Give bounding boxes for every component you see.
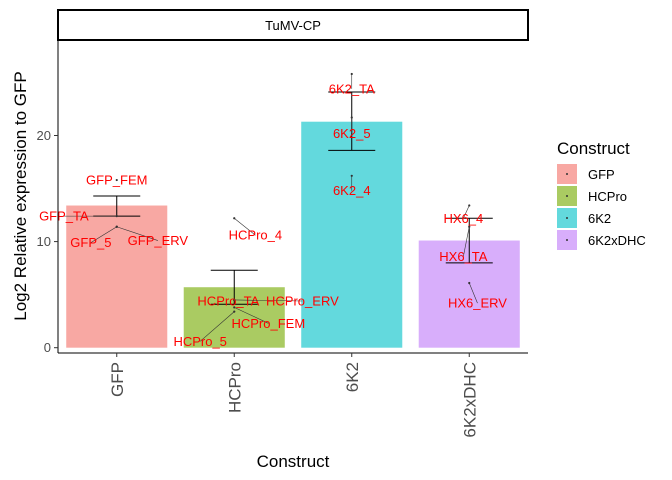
point-label: HCPro_TA bbox=[197, 294, 259, 309]
x-tick-label: HCPro bbox=[225, 362, 244, 413]
y-ticks: 0 10 20 bbox=[37, 128, 58, 355]
legend-item: 6K2xDHC bbox=[557, 230, 646, 250]
y-axis-title: Log2 Relative expression to GFP bbox=[11, 71, 30, 320]
bars-layer bbox=[66, 121, 520, 348]
legend-label: 6K2xDHC bbox=[588, 233, 646, 248]
legend-label: HCPro bbox=[588, 189, 627, 204]
point-labels-layer: GFP_FEM GFP_TA GFP_5 GFP_ERV HCPro_4 HCPro_TA… bbox=[39, 73, 507, 349]
label-leader bbox=[463, 205, 470, 219]
point-label: HCPro_4 bbox=[229, 228, 282, 243]
point-label: GFP_ERV bbox=[128, 233, 189, 248]
label-leader bbox=[234, 299, 303, 302]
data-point bbox=[350, 174, 353, 177]
legend-point bbox=[566, 239, 568, 241]
bar-6k2 bbox=[301, 121, 403, 348]
bar-gfp bbox=[66, 205, 168, 348]
label-leader bbox=[234, 307, 269, 324]
point-label: 6K2_4 bbox=[333, 183, 371, 198]
x-tick-label: 6K2xDHC bbox=[460, 362, 479, 438]
y-tick-label: 0 bbox=[44, 340, 51, 355]
point-label: HX6_4 bbox=[444, 211, 484, 226]
label-leader bbox=[234, 218, 256, 236]
points-layer bbox=[115, 72, 471, 313]
point-label: HCPro_ERV bbox=[266, 294, 339, 309]
y-tick-label: 10 bbox=[37, 234, 51, 249]
legend-label: GFP bbox=[588, 167, 615, 182]
y-tick-label: 20 bbox=[37, 128, 51, 143]
point-label: HCPro_FEM bbox=[231, 316, 305, 331]
point-label: 6K2_TA bbox=[329, 81, 375, 96]
point-label: 6K2_5 bbox=[333, 126, 371, 141]
legend-items: GFP HCPro 6K2 6K2xDHC bbox=[557, 164, 646, 250]
x-tick-label: 6K2 bbox=[343, 362, 362, 392]
x-ticks: GFP HCPro 6K2 6K2xDHC bbox=[108, 353, 479, 438]
label-leader bbox=[116, 226, 158, 241]
error-bar-hcpro bbox=[210, 269, 258, 305]
label-leader bbox=[468, 282, 478, 304]
label-leader bbox=[463, 226, 470, 257]
label-leader bbox=[90, 226, 117, 243]
data-point bbox=[115, 178, 118, 182]
point-label: GFP_TA bbox=[39, 209, 89, 224]
facet-strip bbox=[57, 9, 529, 41]
x-axis-title: Construct bbox=[257, 452, 330, 471]
facet-title: TuMV-CP bbox=[265, 18, 321, 33]
point-label: GFP_5 bbox=[70, 235, 111, 250]
point-label: GFP_FEM bbox=[86, 173, 147, 188]
legend-point bbox=[566, 195, 568, 197]
legend: Construct GFP HCPro 6K2 6K2xDHC bbox=[557, 139, 646, 250]
legend-point bbox=[566, 217, 568, 219]
legend-point bbox=[566, 173, 568, 175]
legend-title: Construct bbox=[557, 139, 630, 158]
legend-item: 6K2 bbox=[557, 208, 611, 228]
x-tick-label: GFP bbox=[108, 362, 127, 397]
legend-item: GFP bbox=[557, 164, 615, 184]
label-leader bbox=[199, 311, 235, 342]
legend-item: HCPro bbox=[557, 186, 627, 206]
point-label: HX6_TA bbox=[439, 249, 487, 264]
point-label: HX6_ERV bbox=[448, 296, 507, 311]
point-label: HCPro_5 bbox=[173, 334, 226, 349]
legend-label: 6K2 bbox=[588, 211, 611, 226]
